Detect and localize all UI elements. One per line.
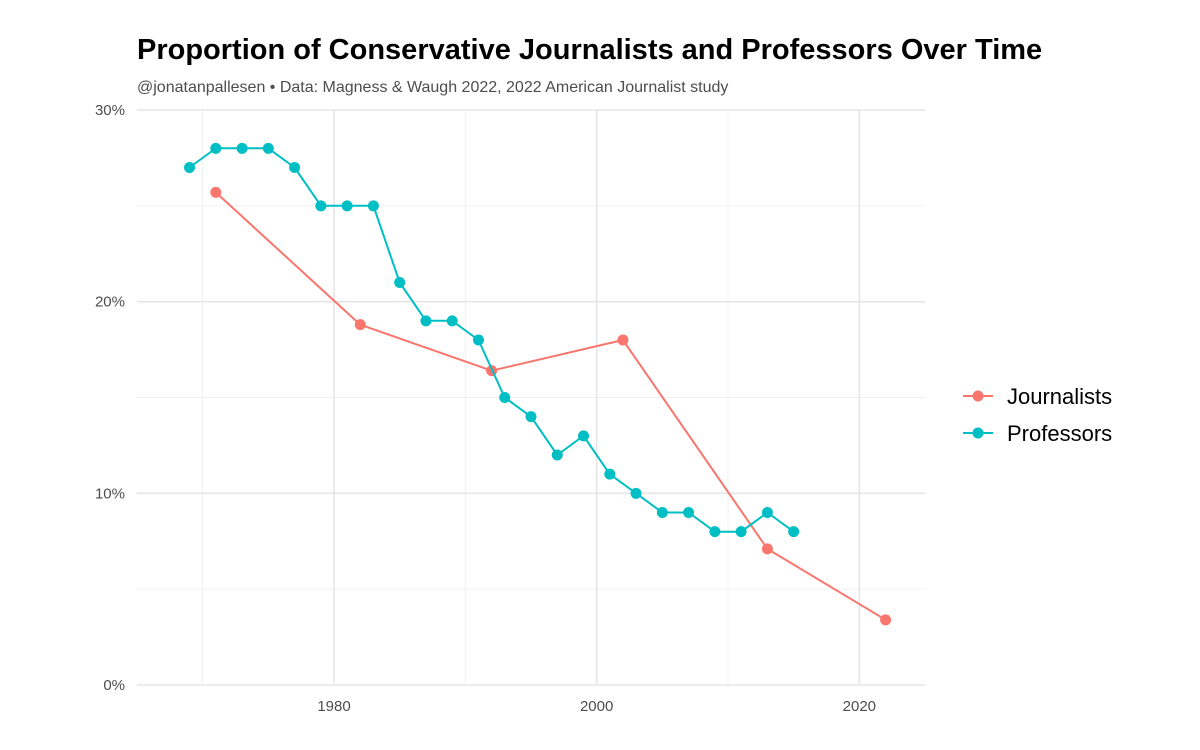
axis-labels: 0% 10% 20% 30% 1980 2000 2020 — [95, 102, 876, 715]
professors-point — [341, 200, 353, 212]
professors-point — [630, 487, 642, 499]
chart-title: Proportion of Conservative Journalists a… — [137, 34, 1043, 66]
professors-point — [735, 526, 747, 538]
y-tick-label: 10% — [95, 485, 125, 502]
professors-point — [210, 142, 222, 154]
journalists-point — [880, 614, 892, 626]
professors-point — [236, 142, 248, 154]
legend-label-professors: Professors — [1007, 421, 1112, 446]
professors-point — [446, 315, 458, 327]
professors-point — [289, 162, 301, 173]
series — [184, 142, 892, 626]
legend-key-point-professors — [972, 427, 984, 439]
journalists-point — [617, 334, 629, 346]
professors-point — [578, 430, 590, 442]
professors-point — [472, 334, 484, 346]
professors-point — [709, 526, 721, 538]
professors-point — [262, 142, 274, 154]
professors-point — [788, 526, 800, 538]
x-tick-label: 1980 — [317, 698, 350, 715]
professors-point — [525, 411, 537, 423]
professors-point — [683, 507, 695, 518]
professors-point — [604, 468, 616, 480]
journalists-line — [215, 191, 887, 621]
journalists-point — [761, 543, 773, 555]
legend: Journalists Professors — [963, 384, 1112, 446]
journalists-point — [210, 186, 222, 198]
legend-key-point-journalists — [972, 390, 984, 402]
professors-point — [420, 315, 432, 327]
professors-point — [184, 162, 196, 173]
professors-point — [656, 507, 668, 518]
y-tick-label: 20% — [95, 294, 125, 311]
professors-point — [315, 200, 327, 212]
y-tick-label: 0% — [103, 677, 125, 694]
chart-subtitle: @jonatanpallesen • Data: Magness & Waugh… — [137, 79, 729, 96]
grid — [137, 109, 925, 686]
x-tick-label: 2020 — [843, 698, 876, 715]
professors-point — [499, 392, 511, 403]
professors-point — [367, 200, 379, 212]
professors-point — [551, 449, 563, 461]
professors-point — [761, 507, 773, 518]
legend-label-journalists: Journalists — [1007, 384, 1112, 409]
journalists-point — [354, 319, 366, 331]
professors-point — [394, 277, 406, 288]
x-tick-label: 2000 — [580, 698, 613, 715]
y-tick-label: 30% — [95, 102, 125, 119]
